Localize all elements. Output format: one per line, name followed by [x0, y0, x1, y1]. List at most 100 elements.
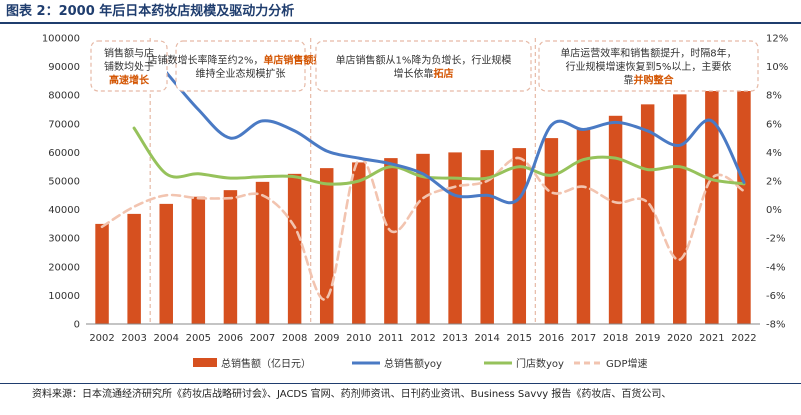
annotation-1-line-2: 铺数均处于 — [104, 60, 154, 73]
x-tick-2022: 2022 — [731, 333, 756, 344]
x-tick-2005: 2005 — [186, 333, 211, 344]
left-tick-3: 30000 — [48, 234, 80, 245]
annotation-1-line-1: 销售额与店 — [104, 47, 154, 60]
left-tick-8: 80000 — [48, 91, 80, 102]
title-rule — [0, 22, 801, 24]
left-tick-0: 0 — [74, 320, 80, 331]
source-note: 资料来源：日本流通经济研究所《药妆店战略研讨会》、JACDS 官网、药剂师资讯、… — [32, 389, 672, 400]
bar-2014 — [480, 150, 494, 324]
bar-2020 — [673, 94, 687, 324]
bar-2015 — [512, 148, 527, 324]
left-tick-10: 100000 — [42, 34, 80, 45]
left-tick-7: 70000 — [48, 119, 80, 130]
left-tick-2: 20000 — [48, 262, 80, 273]
x-tick-2009: 2009 — [314, 333, 339, 344]
annotation-box-3 — [315, 40, 532, 92]
annotation-1-part-1: 销售额与店 — [104, 47, 154, 60]
legend-item-4: GDP增速 — [574, 357, 647, 370]
annotation-boxes: 销售额与店铺数均处于高速增长店铺数增长率降至约2%，单店销售额提升维持全业态规模… — [90, 40, 759, 92]
annotation-4-line-3: 靠并购整合 — [624, 74, 675, 87]
x-tick-2010: 2010 — [346, 333, 371, 344]
legend-label-1: 总销售额（亿日元） — [221, 357, 311, 370]
bar-2017 — [576, 129, 591, 324]
x-tick-2003: 2003 — [121, 333, 146, 344]
legend: 总销售额（亿日元） 总销售额yoy 门店数yoy GDP增速 — [193, 357, 647, 370]
bar-2007 — [255, 181, 270, 324]
left-tick-6: 60000 — [48, 148, 80, 159]
right-tick-1: -6% — [766, 291, 785, 302]
annotation-1-line-3: 高速增长 — [109, 74, 150, 87]
bar-2009 — [319, 168, 334, 324]
bar-2006 — [223, 190, 238, 324]
annotation-2-part-1: 店铺数增长率降至约 — [148, 53, 238, 66]
bar-2019 — [640, 104, 655, 325]
left-tick-5: 50000 — [48, 177, 80, 188]
bar-2002 — [95, 223, 109, 324]
figure-title: 图表 2：2000 年后日本药妆店规模及驱动力分析 — [6, 4, 295, 19]
x-tick-2012: 2012 — [410, 333, 435, 344]
bar-series — [95, 75, 751, 325]
annotation-box-1 — [90, 40, 168, 92]
x-tick-2020: 2020 — [667, 333, 692, 344]
right-tick-9: 10% — [766, 62, 788, 73]
annotation-1-part-3: 高速增长 — [109, 74, 150, 87]
right-tick-7: 6% — [766, 119, 782, 130]
annotation-3-part-1: 单店销售额从1%降为负增长，行业规模 — [336, 53, 512, 66]
legend-label-4: GDP增速 — [606, 357, 647, 370]
x-tick-2019: 2019 — [635, 333, 660, 344]
line-series — [100, 70, 746, 301]
gdp-growth-line — [100, 156, 746, 301]
axes: 0 10000 20000 30000 40000 50000 60000 70000 8000… — [42, 34, 788, 345]
annotation-2-part-2: 2%， — [238, 55, 264, 66]
chart: 销售额与店铺数均处于高速增长店铺数增长率降至约2%，单店销售额提升维持全业态规模… — [42, 34, 788, 371]
annotation-3-line-1: 单店销售额从1%降为负增长，行业规模 — [336, 53, 512, 66]
bar-2018 — [608, 115, 623, 325]
right-tick-2: -4% — [766, 262, 785, 273]
annotation-4-part-1: 单店运营效率和销售额提升，时隔8年， — [560, 47, 736, 60]
annotation-box-4 — [538, 40, 759, 92]
legend-label-2: 总销售额yoy — [384, 357, 442, 370]
left-tick-1: 10000 — [48, 291, 80, 302]
x-tick-2014: 2014 — [474, 333, 499, 344]
legend-label-3: 门店数yoy — [516, 357, 564, 370]
annotation-2-line-2: 维持全业态规模扩张 — [196, 67, 286, 80]
right-tick-6: 4% — [766, 148, 782, 159]
sales-yoy-line — [164, 70, 746, 205]
bar-2010 — [352, 162, 366, 324]
x-tick-2016: 2016 — [539, 333, 564, 344]
x-tick-2006: 2006 — [218, 333, 243, 344]
x-tick-2002: 2002 — [89, 333, 114, 344]
right-tick-10: 12% — [766, 34, 788, 45]
annotation-3-part-3: 拓店 — [434, 67, 454, 80]
annotation-3-part-2: 增长依靠 — [394, 67, 434, 80]
bottom-rule — [0, 383, 801, 384]
legend-item-1: 总销售额（亿日元） — [193, 357, 311, 370]
bar-2003 — [127, 213, 141, 324]
x-tick-2013: 2013 — [442, 333, 467, 344]
legend-swatch-1 — [193, 358, 217, 367]
bar-2008 — [287, 173, 302, 324]
right-tick-5: 2% — [766, 177, 782, 188]
x-tick-2021: 2021 — [699, 333, 724, 344]
annotation-4-part-4: 并购整合 — [634, 74, 675, 87]
bar-2021 — [705, 80, 719, 325]
x-tick-2011: 2011 — [378, 333, 403, 344]
legend-item-3: 门店数yoy — [484, 357, 564, 370]
bar-2011 — [384, 158, 398, 324]
bar-2004 — [159, 203, 173, 324]
bar-2005 — [191, 196, 206, 324]
x-tick-2015: 2015 — [507, 333, 532, 344]
annotation-4-part-2: 行业规模增速恢复到5%以上，主要依 — [566, 60, 732, 73]
annotation-1-part-2: 铺数均处于 — [104, 60, 154, 73]
bar-2012 — [416, 153, 430, 324]
right-tick-3: -2% — [766, 234, 785, 245]
right-tick-8: 8% — [766, 91, 782, 102]
left-tick-4: 40000 — [48, 205, 80, 216]
bar-2022 — [737, 75, 751, 325]
annotation-4-line-1: 单店运营效率和销售额提升，时隔8年， — [560, 47, 736, 60]
bar-2016 — [544, 138, 559, 324]
